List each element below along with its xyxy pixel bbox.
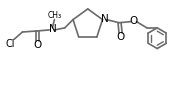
Text: O: O	[129, 16, 138, 26]
Text: O: O	[116, 32, 124, 42]
Text: O: O	[33, 40, 42, 50]
Text: N: N	[48, 24, 56, 34]
Text: Cl: Cl	[5, 39, 15, 49]
Text: CH₃: CH₃	[48, 11, 62, 20]
Text: N: N	[101, 14, 109, 24]
